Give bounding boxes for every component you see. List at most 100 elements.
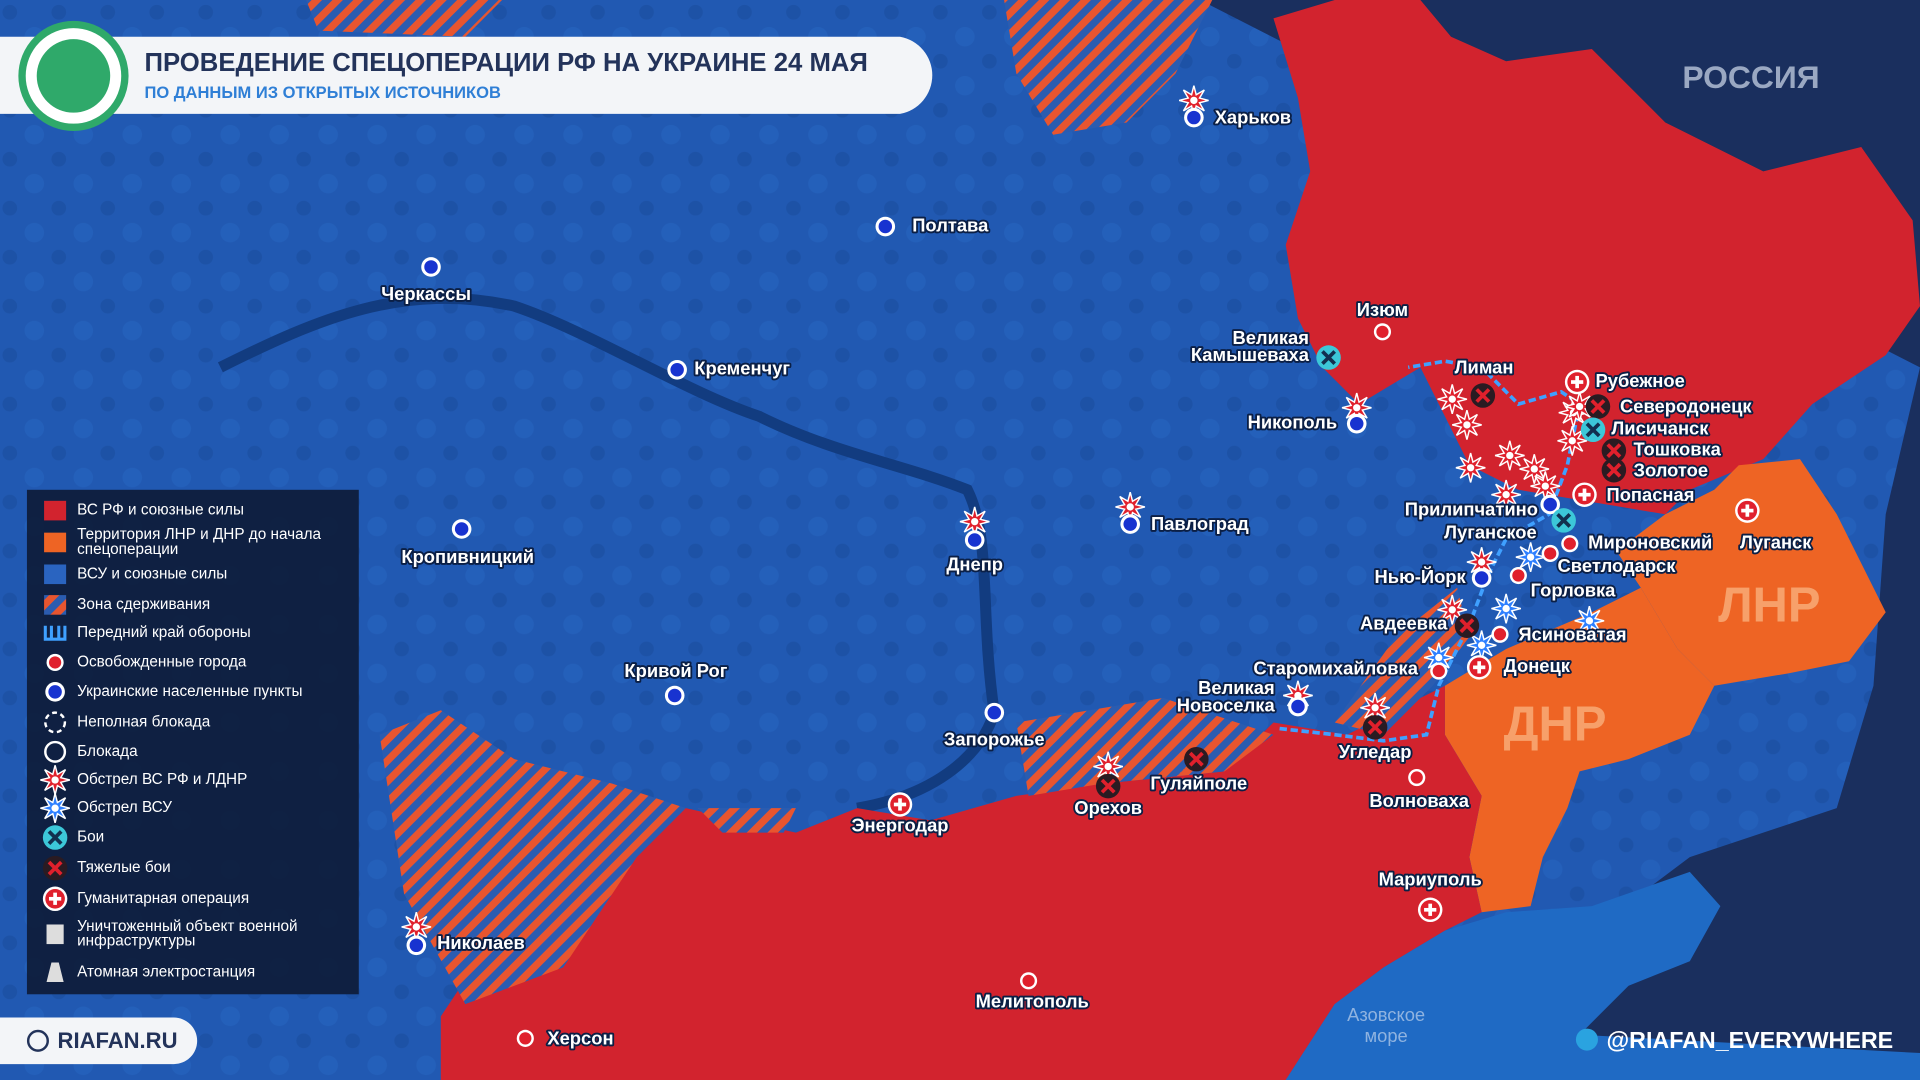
plus <box>1428 903 1433 916</box>
city: Мариуполь <box>1377 866 1484 923</box>
legend-swatch <box>44 564 67 585</box>
legend-item: ВС РФ и союзные силы <box>44 500 244 521</box>
site-icon <box>26 1029 49 1052</box>
city: Днепр <box>945 530 1005 576</box>
city-label: Орехов <box>1074 797 1142 818</box>
city: Кривой Рог <box>623 658 730 706</box>
shelling-core <box>1530 465 1538 473</box>
city-label: Тошковка <box>1633 438 1721 459</box>
front-line <box>1279 359 1582 743</box>
region-label: ЛНР <box>1718 579 1820 633</box>
legend-label: Украинские населенные пункты <box>77 683 302 700</box>
plus <box>53 892 57 905</box>
legend-label: Передний край обороны <box>77 624 251 641</box>
city: Луганское <box>1442 508 1576 545</box>
city-label: Новоселка <box>1177 694 1276 715</box>
legend-label: Освобожденные города <box>77 653 247 670</box>
shelling-core <box>1502 604 1510 613</box>
legend-label: инфраструктуры <box>77 933 195 950</box>
city-label: Лисичанск <box>1611 418 1709 439</box>
x-stroke <box>1606 462 1622 478</box>
shelling-core <box>51 776 59 784</box>
city-label: Нью-Йорк <box>1375 566 1467 587</box>
shelling-core <box>1463 421 1471 429</box>
x-stroke <box>1556 512 1572 528</box>
city: Кропивницкий <box>400 519 536 569</box>
legend-item: Передний край обороны <box>43 624 251 641</box>
legend-item: Уничтоженный объект военнойинфраструктур… <box>46 918 298 950</box>
city-label: Лиман <box>1455 356 1514 377</box>
legend-item: Освобожденные города <box>46 653 247 672</box>
x-stroke <box>1585 422 1601 438</box>
city: Лисичанск <box>1580 416 1711 443</box>
city: Прилипчатино <box>1403 494 1560 521</box>
liberated-dot <box>1376 325 1389 338</box>
city-label: Великая <box>1232 327 1309 348</box>
x-stroke <box>1606 443 1622 459</box>
legend-item: Бои <box>42 825 104 850</box>
shelling-marks <box>401 85 1605 942</box>
city: Угледар <box>1337 715 1413 764</box>
city: Волноваха <box>1368 768 1472 813</box>
legend-label: Атомная электростанция <box>77 963 255 980</box>
city: Рубежное <box>1564 368 1687 395</box>
legend-infra <box>46 924 64 945</box>
city: Луганск <box>1735 498 1814 554</box>
shelling-core <box>1104 762 1112 771</box>
legend-item: Обстрел ВСУ <box>40 793 172 824</box>
liberated-dot <box>1493 628 1507 641</box>
legend-label: Тяжелые бои <box>77 859 171 876</box>
shelling-core <box>1477 641 1486 649</box>
city: Запорожье <box>942 702 1046 751</box>
ukrainian-dot <box>967 533 982 547</box>
city-label: Днепр <box>946 554 1003 575</box>
ukrainian-dot <box>454 522 469 536</box>
liberated-dot <box>519 1032 532 1045</box>
x-stroke <box>1321 350 1336 365</box>
sea-label: море <box>1364 1025 1407 1046</box>
city-label: Мироновский <box>1588 532 1712 553</box>
ukrainian-dot <box>670 363 684 377</box>
subtitle: ПО ДАННЫМ ИЗ ОТКРЫТЫХ ИСТОЧНИКОВ <box>144 83 500 102</box>
city: Старомихайловка <box>1252 656 1448 680</box>
ukrainian-dot <box>1123 517 1137 531</box>
shelling-core <box>1502 491 1510 499</box>
x-stroke <box>47 860 63 876</box>
city-label: Камышеваха <box>1191 344 1310 365</box>
ukrainian-dot <box>409 938 424 953</box>
footer-pill <box>0 1017 198 1065</box>
ukrainian-dot <box>1350 416 1364 431</box>
containment-zone <box>1334 587 1470 735</box>
shelling-core <box>1585 617 1594 625</box>
city-label: Старомихайловка <box>1253 658 1418 679</box>
x-stroke <box>1475 388 1491 403</box>
city: Изюм <box>1355 297 1410 341</box>
sea-label: Азовское <box>1347 1004 1425 1025</box>
legend-item: ВСУ и союзные силы <box>44 564 227 585</box>
city-label: Кропивницкий <box>401 546 534 567</box>
city-label: Прилипчатино <box>1405 498 1538 519</box>
legend-label: Зона сдерживания <box>77 596 210 613</box>
legend-item: Территория ЛНР и ДНР до началаспецоперац… <box>44 526 322 558</box>
city: Мироновский <box>1561 530 1714 554</box>
legend-label: Неполная блокада <box>77 713 211 730</box>
region-label: ДНР <box>1504 697 1607 751</box>
liberated-dot <box>48 656 62 669</box>
city: Гуляйполе <box>1149 746 1249 796</box>
shelling-core <box>1466 464 1475 472</box>
shelling-core <box>1126 503 1134 511</box>
shelling-core <box>51 804 59 812</box>
legend-partial-blockade <box>44 711 67 734</box>
containment-zone <box>697 808 796 833</box>
legend-blockade <box>44 740 67 763</box>
header-bar <box>0 36 933 114</box>
shelling-core <box>1568 437 1576 445</box>
legend-item: Зона сдерживания <box>44 595 210 615</box>
ukrainian-dot <box>1291 699 1305 714</box>
legend-item: Атомная электростанция <box>46 962 255 983</box>
city-label: Изюм <box>1357 299 1408 320</box>
legend: ВС РФ и союзные силы Территория ЛНР и ДНР… <box>40 500 322 983</box>
city: Авдеевка <box>1358 610 1480 638</box>
